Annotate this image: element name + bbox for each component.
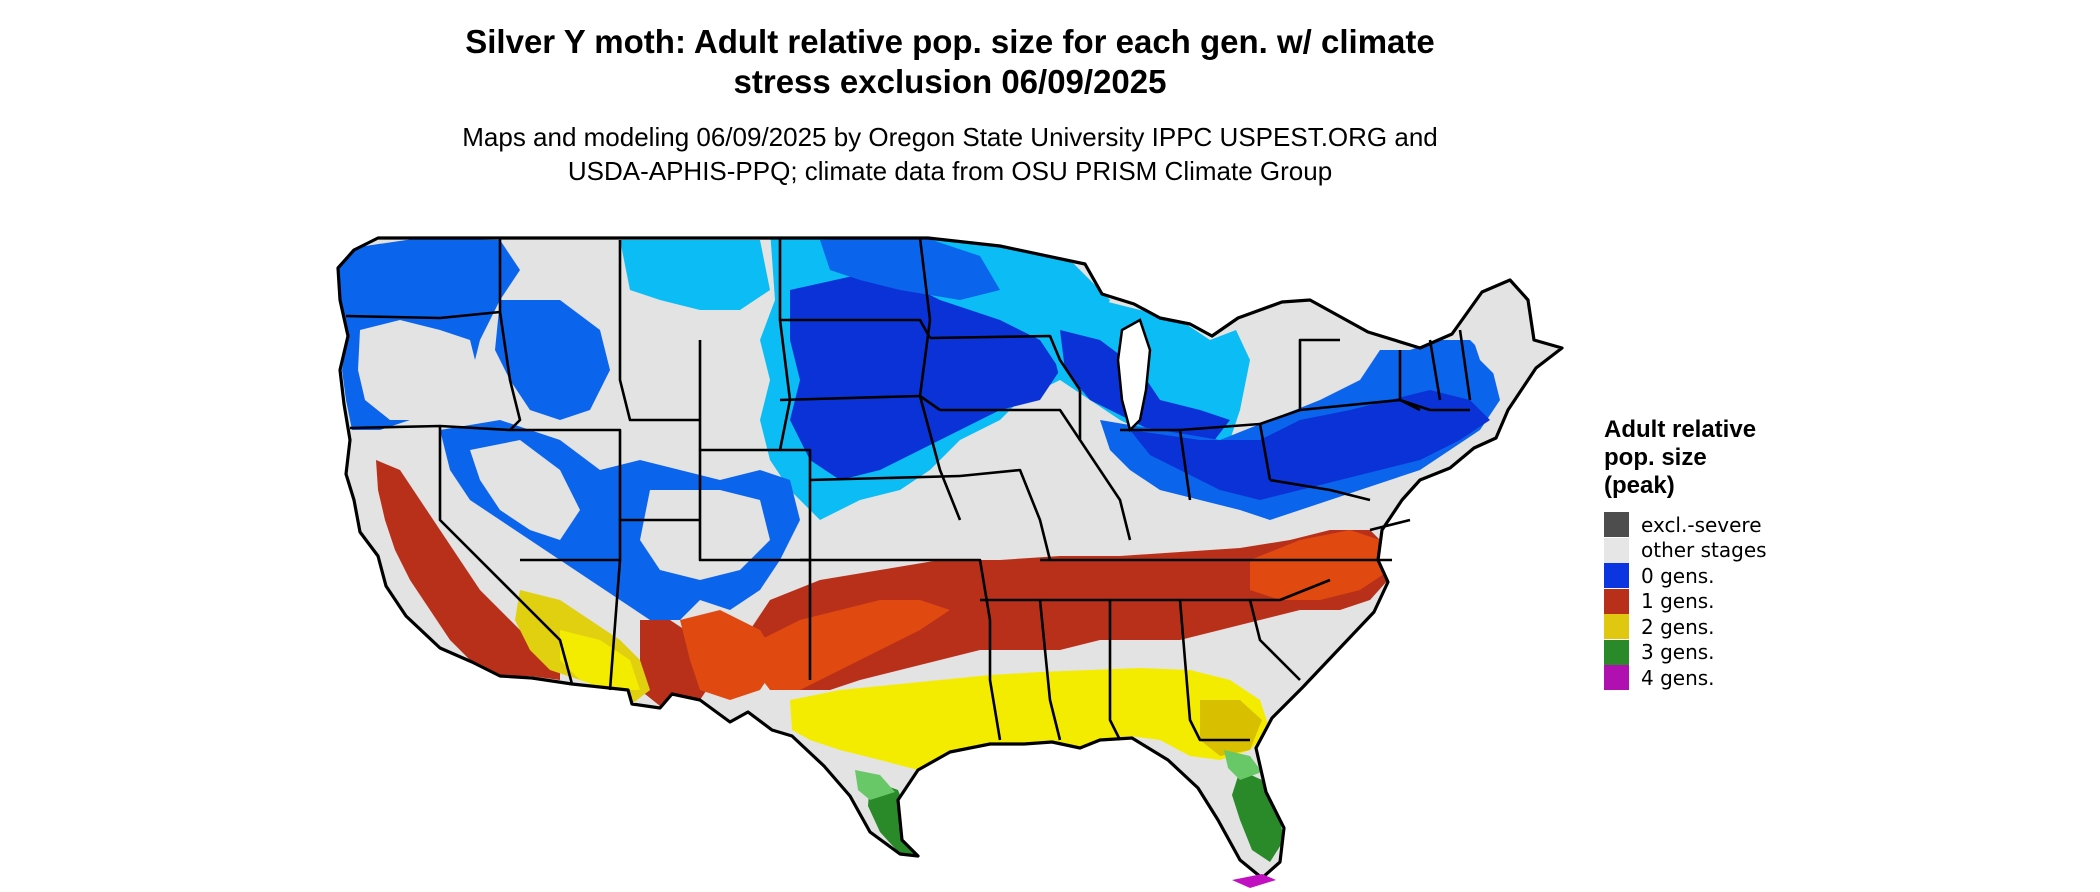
legend-item: excl.-severe — [1604, 512, 1844, 538]
legend-label: 0 gens. — [1641, 563, 1715, 588]
legend-item: 2 gens. — [1604, 614, 1844, 640]
map-title: Silver Y moth: Adult relative pop. size … — [380, 22, 1520, 102]
legend-label: other stages — [1641, 538, 1767, 563]
one-gen-region-south-edge — [755, 600, 950, 690]
legend-swatch — [1604, 512, 1629, 538]
other-stages-basin — [470, 440, 580, 540]
legend-title-line-1: Adult relative — [1604, 416, 1757, 443]
legend-swatch — [1604, 614, 1629, 640]
legend-items: excl.-severe other stages 0 gens. 1 gens. 2 … — [1604, 512, 1844, 691]
three-gens-region-florida-edge — [1224, 750, 1262, 780]
subtitle-line-2: USDA-APHIS-PPQ; climate data from OSU PR… — [567, 156, 1333, 186]
one-gen-region-south — [750, 530, 1390, 690]
title-line-2: stress exclusion 06/09/2025 — [733, 63, 1167, 100]
zero-gens-region-north-core — [790, 270, 1060, 480]
legend-label: 1 gens. — [1641, 589, 1715, 614]
other-stages-maine — [1460, 280, 1560, 380]
legend-label: excl.-severe — [1641, 512, 1762, 537]
two-gens-region-desert-hi — [560, 630, 640, 690]
state-borders — [345, 237, 1472, 742]
two-gens-region-gulf-dark — [1200, 700, 1262, 756]
one-gen-region-california — [376, 460, 560, 680]
legend-item: 3 gens. — [1604, 639, 1844, 666]
us-map — [336, 236, 1564, 888]
three-gens-region-florida — [1232, 770, 1284, 862]
legend-label: 3 gens. — [1641, 640, 1715, 665]
legend-swatch — [1604, 639, 1629, 665]
legend-item: 4 gens. — [1604, 665, 1844, 691]
lake-michigan — [1116, 318, 1152, 433]
zero-gens-region-montana — [620, 240, 770, 310]
legend-swatch — [1604, 665, 1629, 691]
three-gens-region-texas-edge — [855, 770, 895, 800]
us-outline — [336, 236, 1564, 880]
one-gen-region-carolina — [1250, 530, 1390, 600]
legend-label: 2 gens. — [1641, 614, 1715, 639]
population-layer — [338, 238, 1562, 878]
legend-label: 4 gens. — [1641, 665, 1715, 690]
legend-swatch — [1604, 588, 1629, 614]
zero-gens-region-idaho — [495, 300, 610, 420]
legend-swatch — [1604, 537, 1629, 563]
other-stages-oregon — [358, 320, 480, 420]
two-gens-region-gulf — [790, 668, 1270, 770]
legend-swatch — [1604, 563, 1629, 589]
legend-title-line-2: pop. size — [1604, 444, 1707, 471]
one-gen-region-west-texas — [680, 610, 780, 700]
legend-item: 1 gens. — [1604, 588, 1844, 615]
four-gens-region-keys — [1232, 874, 1276, 888]
zero-gens-region-nd — [820, 238, 1000, 300]
legend-title: Adult relative pop. size (peak) — [1604, 416, 1844, 500]
other-stages-colorado — [640, 490, 770, 580]
subtitle-line-1: Maps and modeling 06/09/2025 by Oregon S… — [462, 122, 1438, 152]
legend-item: 0 gens. — [1604, 563, 1844, 589]
zero-gens-region-northeast-core — [1130, 390, 1490, 500]
legend-title-line-3: (peak) — [1604, 472, 1675, 499]
legend-item: other stages — [1604, 537, 1844, 564]
legend: Adult relative pop. size (peak) excl.-se… — [1604, 416, 1844, 691]
title-line-1: Silver Y moth: Adult relative pop. size … — [465, 23, 1435, 60]
map-subtitle: Maps and modeling 06/09/2025 by Oregon S… — [380, 120, 1520, 188]
